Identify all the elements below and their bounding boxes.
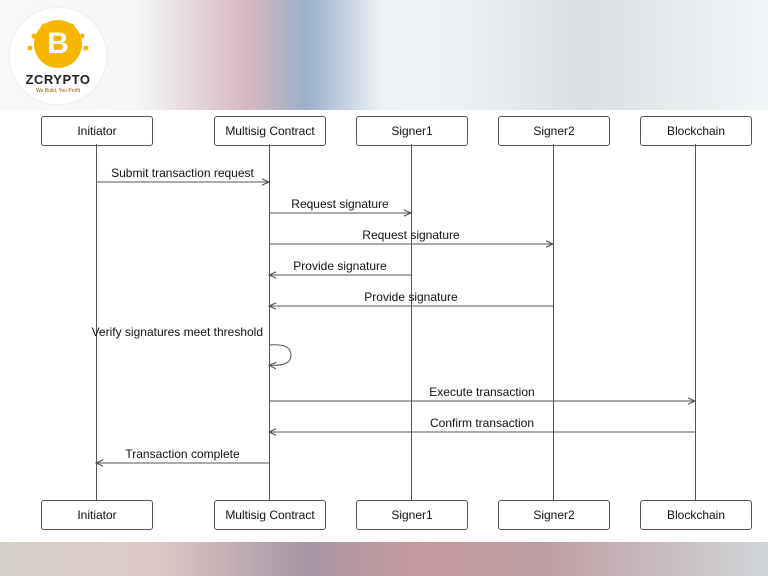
message-label: Confirm transaction <box>430 416 534 430</box>
actor-signer1: Signer1 <box>356 500 468 530</box>
message-label: Request signature <box>362 228 459 242</box>
actor-signer2: Signer2 <box>498 500 610 530</box>
lifeline-blockchain <box>695 144 696 500</box>
message-label: Transaction complete <box>125 447 239 461</box>
actor-blockchain: Blockchain <box>640 116 752 146</box>
actor-signer1: Signer1 <box>356 116 468 146</box>
actor-blockchain: Blockchain <box>640 500 752 530</box>
message-label: Submit transaction request <box>111 166 254 180</box>
message-label: Verify signatures meet threshold <box>92 325 263 339</box>
message-label: Execute transaction <box>429 385 534 399</box>
message-label: Request signature <box>291 197 388 211</box>
sequence-diagram: Initiator Initiator Multisig Contract Multi… <box>0 0 768 576</box>
lifeline-initiator <box>96 144 97 500</box>
actor-signer2: Signer2 <box>498 116 610 146</box>
actor-multisig: Multisig Contract <box>214 500 326 530</box>
message-label: Provide signature <box>293 259 386 273</box>
actor-initiator: Initiator <box>41 500 153 530</box>
diagram-arrows <box>0 0 768 576</box>
message-label: Provide signature <box>364 290 457 304</box>
lifeline-multisig <box>269 144 270 500</box>
lifeline-signer2 <box>553 144 554 500</box>
lifeline-signer1 <box>411 144 412 500</box>
actor-multisig: Multisig Contract <box>214 116 326 146</box>
actor-initiator: Initiator <box>41 116 153 146</box>
